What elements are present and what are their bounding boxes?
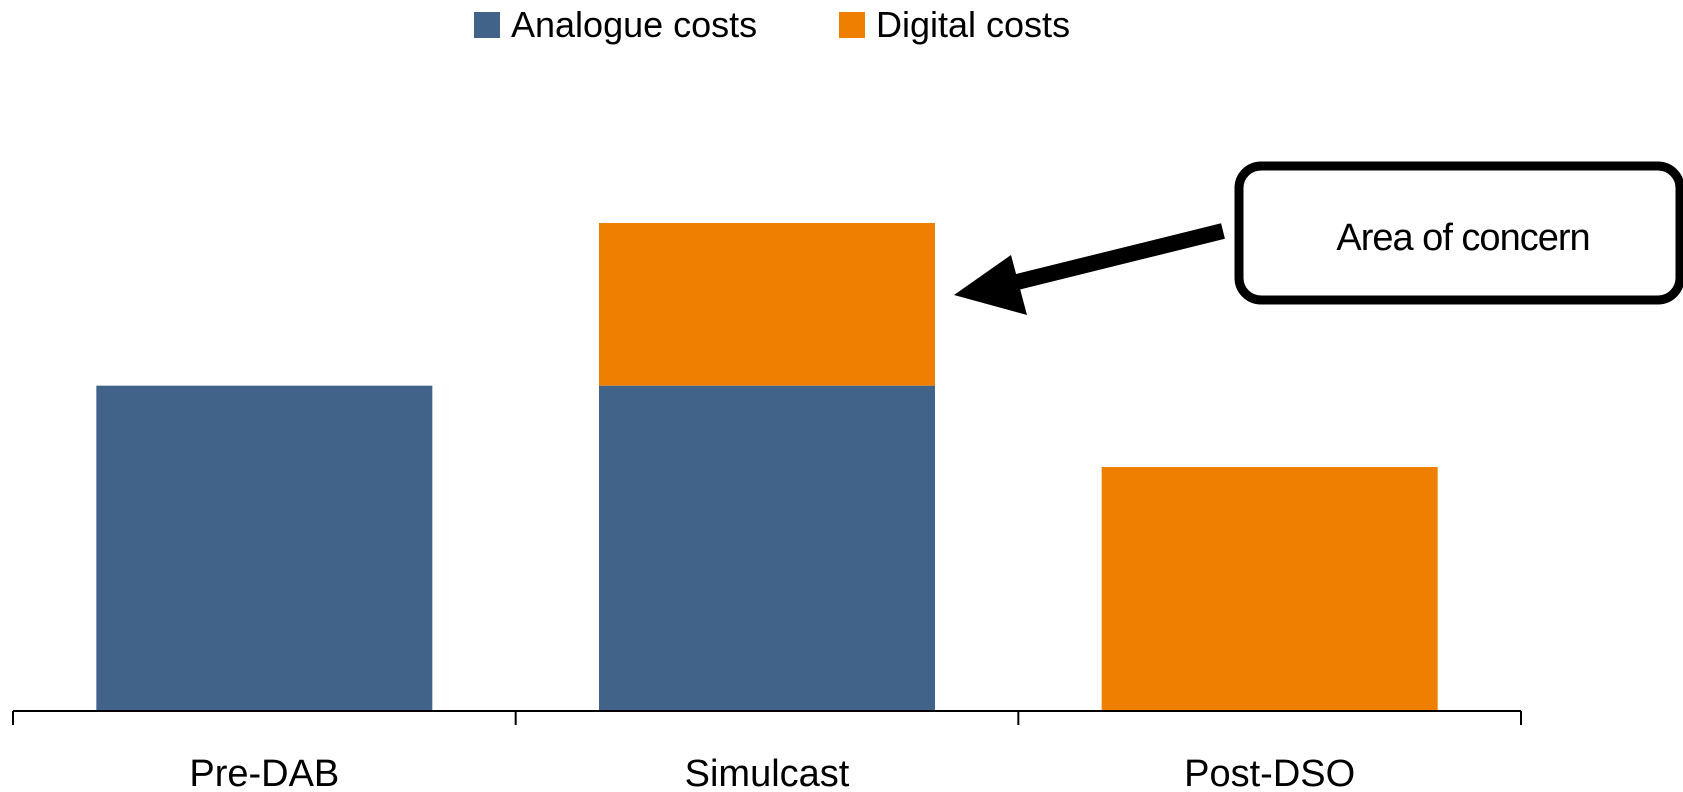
legend: Analogue costs Digital costs [474,4,1070,45]
x-tick-label: Simulcast [685,753,850,792]
legend-item-digital: Digital costs [839,4,1070,45]
callout-arrow-head [954,255,1027,315]
bar-simulcast-analogue [599,385,935,711]
x-axis-labels: Pre-DAB Simulcast Post-DSO [189,753,1355,792]
callout-arrow-shaft [1003,223,1225,293]
bars-group [96,223,1438,711]
callout-text: Area of concern [1336,217,1589,259]
x-tick-label: Post-DSO [1184,753,1355,792]
legend-label-analogue: Analogue costs [511,4,757,45]
bar-simulcast-digital [599,223,935,386]
legend-swatch-digital [839,12,865,38]
legend-label-digital: Digital costs [876,4,1070,45]
callout-arrow [954,223,1225,315]
annotation-callout: Area of concern [954,161,1683,315]
callout-box [1234,161,1683,305]
bar-post-dso-digital [1101,467,1438,711]
legend-swatch-analogue [474,12,500,38]
legend-item-analogue: Analogue costs [474,4,757,45]
x-axis: Pre-DAB Simulcast Post-DSO [12,710,1522,792]
x-axis-ticks [12,711,1522,725]
x-tick-label: Pre-DAB [189,753,339,792]
bar-pre-dab-analogue [96,385,433,711]
